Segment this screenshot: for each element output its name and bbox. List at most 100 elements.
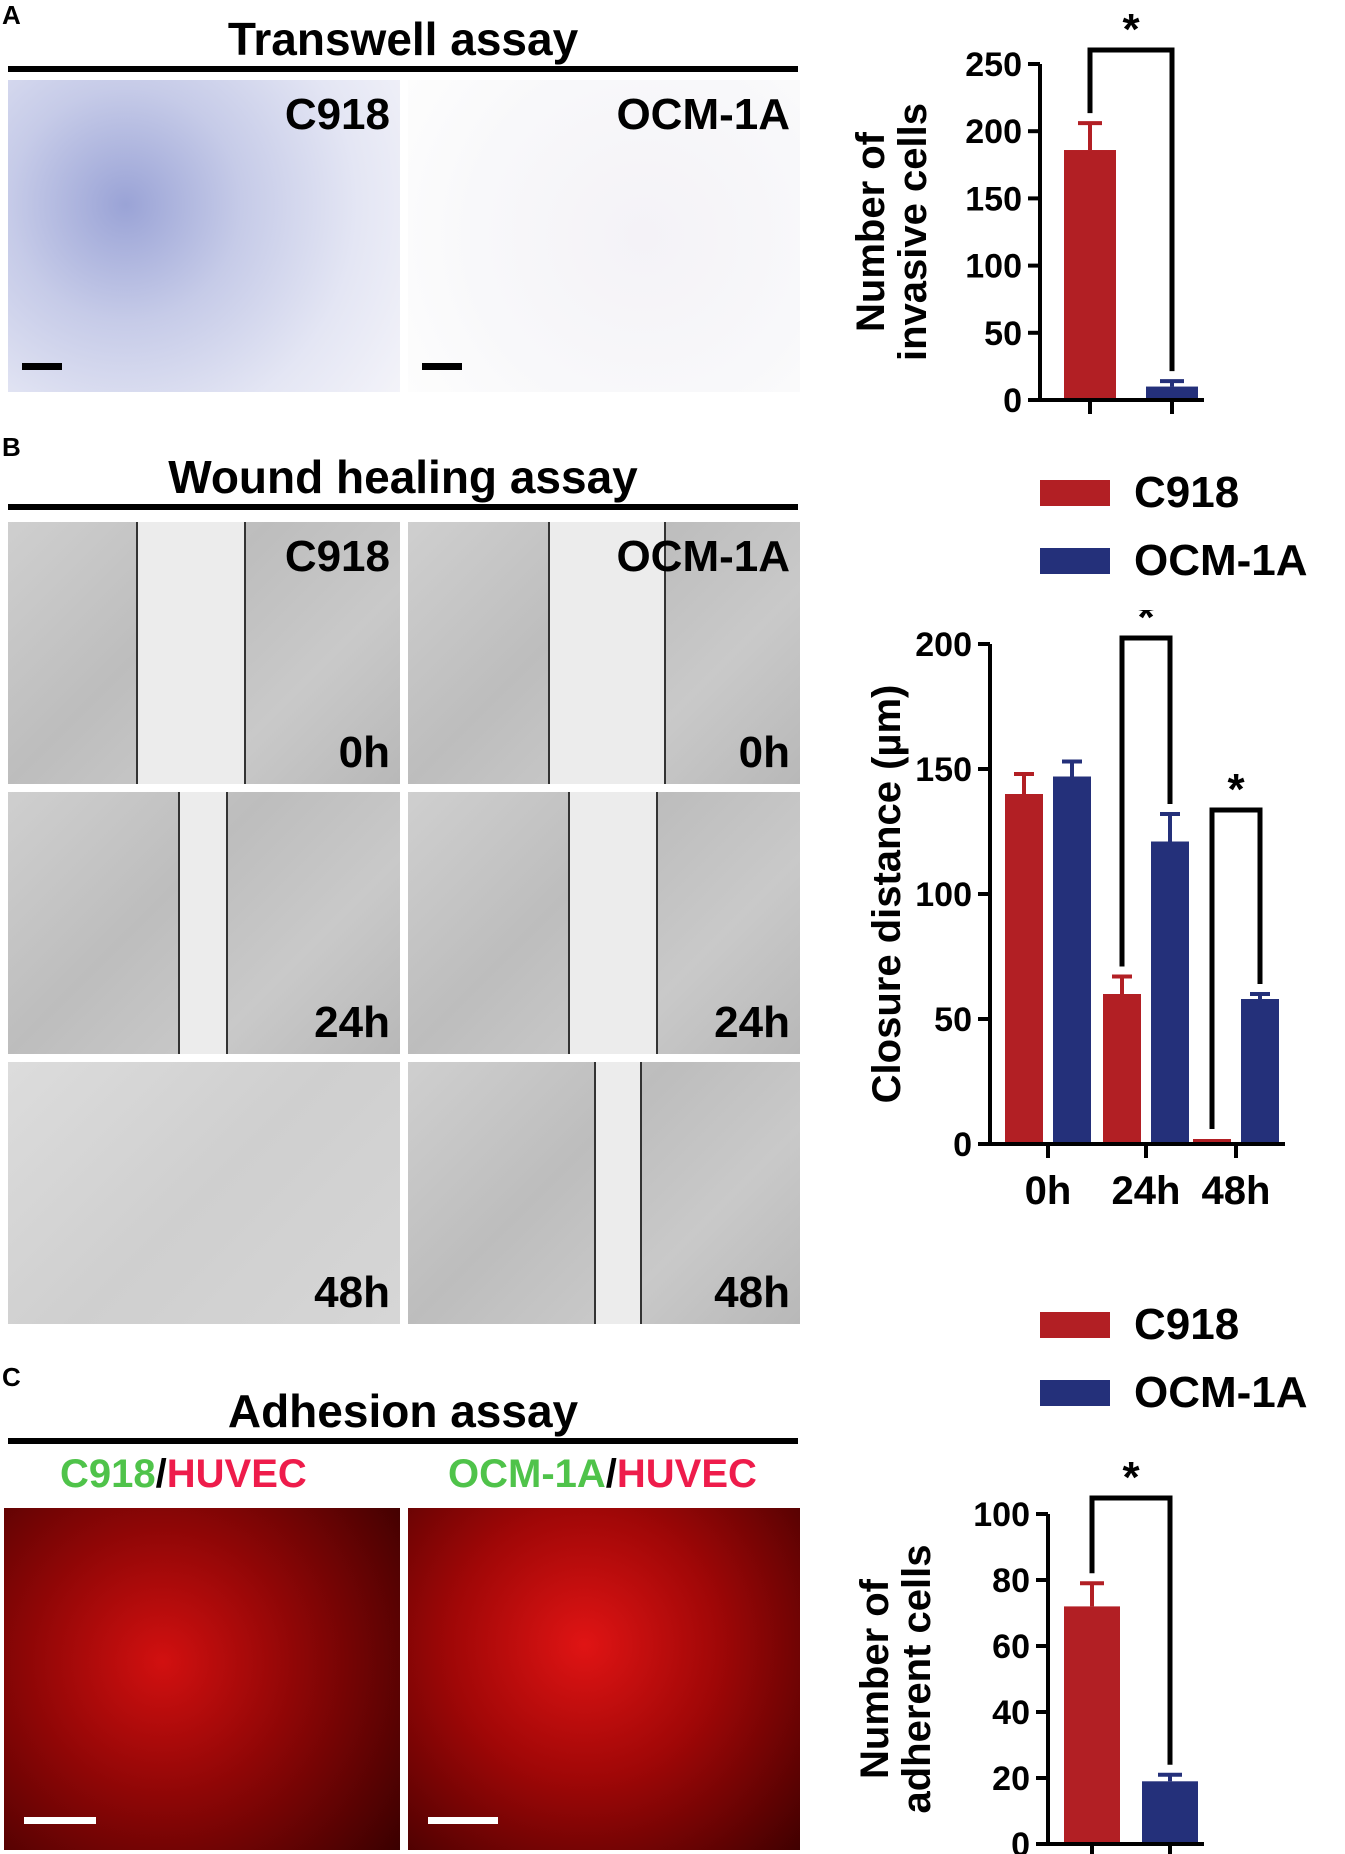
legend-c-ocm1a: OCM-1A bbox=[1040, 1368, 1308, 1418]
wound-time-label: 0h bbox=[338, 728, 390, 777]
wound-gap bbox=[568, 792, 658, 1054]
y-tick-label: 200 bbox=[965, 113, 1022, 151]
bar-c918-48h bbox=[1193, 1139, 1231, 1144]
y-tick-label: 0 bbox=[1003, 382, 1022, 420]
y-tick-label: 100 bbox=[915, 876, 972, 914]
bar-ocm-1a-0h bbox=[1053, 776, 1091, 1144]
bar-ocm-1a-24h bbox=[1151, 841, 1189, 1144]
y-tick-label: 50 bbox=[934, 1001, 972, 1039]
legend-b-ocm1a: OCM-1A bbox=[1040, 536, 1308, 586]
label-target: HUVEC bbox=[616, 1452, 757, 1496]
legend-swatch-ocm1a bbox=[1040, 548, 1110, 574]
panel-a-title-rule bbox=[8, 66, 798, 72]
significance-bracket bbox=[1209, 807, 1263, 1129]
y-tick-label: 0 bbox=[953, 1126, 972, 1164]
scale-bar bbox=[24, 1817, 96, 1824]
bar-c918-24h bbox=[1103, 994, 1141, 1144]
legend-label: OCM-1A bbox=[1134, 1368, 1308, 1417]
adhesion-image-ocm1a bbox=[408, 1508, 800, 1850]
significance-star: * bbox=[1122, 5, 1140, 54]
y-axis-label-line: invasive cells bbox=[891, 103, 935, 361]
adhesion-label-c918: C918/HUVEC bbox=[60, 1452, 307, 1497]
y-tick-label: 150 bbox=[915, 751, 972, 789]
wound-time-label: 24h bbox=[714, 998, 790, 1047]
significance-bracket bbox=[1087, 47, 1175, 372]
wound-gap bbox=[548, 522, 666, 784]
legend-c-c918: C918 bbox=[1040, 1300, 1239, 1350]
panel-b-title: Wound healing assay bbox=[168, 451, 638, 503]
label-sep: / bbox=[155, 1452, 167, 1496]
wound-image-c918-48h: 48h bbox=[8, 1062, 400, 1324]
y-tick-label: 100 bbox=[973, 1496, 1030, 1534]
panel-letter-a: A bbox=[2, 0, 21, 30]
adhesion-label-ocm1a: OCM-1A/HUVEC bbox=[448, 1452, 757, 1497]
wound-image-ocm1a-0h: OCM-1A 0h bbox=[408, 522, 800, 784]
wound-image-c918-24h: 24h bbox=[8, 792, 400, 1054]
x-tick-label: 48h bbox=[1202, 1169, 1271, 1213]
y-tick-label: 80 bbox=[992, 1562, 1030, 1600]
y-tick-label: 50 bbox=[984, 315, 1022, 353]
significance-bracket bbox=[1089, 1495, 1173, 1765]
y-tick-label: 250 bbox=[965, 46, 1022, 84]
panel-b-title-rule bbox=[8, 504, 798, 510]
bar-c918 bbox=[1064, 1606, 1120, 1844]
y-tick-label: 0 bbox=[1011, 1826, 1030, 1854]
legend-label: C918 bbox=[1134, 468, 1240, 517]
panel-letter-c: C bbox=[2, 1362, 21, 1392]
transwell-label-ocm1a: OCM-1A bbox=[616, 90, 790, 139]
panel-a-title: Transwell assay bbox=[227, 13, 579, 65]
y-tick-label: 20 bbox=[992, 1760, 1030, 1798]
y-tick-label: 100 bbox=[965, 248, 1022, 286]
chart-a: 0 50 100 150 200 250 Number ofinvasive cells * bbox=[849, 5, 1204, 420]
y-tick-label: 200 bbox=[915, 626, 972, 664]
transwell-label-c918: C918 bbox=[284, 90, 390, 139]
x-tick-label: 24h bbox=[1112, 1169, 1181, 1213]
label-cell: C918 bbox=[60, 1452, 156, 1496]
legend-b-c918: C918 bbox=[1040, 468, 1239, 518]
y-tick-label: 40 bbox=[992, 1694, 1030, 1732]
label-sep: / bbox=[605, 1452, 617, 1496]
panel-c-title: Adhesion assay bbox=[227, 1385, 579, 1437]
label-cell: OCM-1A bbox=[448, 1452, 606, 1496]
y-axis-label: Number ofadherent cells bbox=[853, 1544, 939, 1813]
y-axis-label: Number ofinvasive cells bbox=[849, 103, 935, 361]
bar-ocm-1a-48h bbox=[1241, 999, 1279, 1144]
significance-star: * bbox=[1137, 610, 1155, 642]
wound-label-c918: C918 bbox=[284, 532, 390, 581]
wound-time-label: 48h bbox=[314, 1268, 390, 1317]
y-tick-label: 60 bbox=[992, 1628, 1030, 1666]
adhesion-image-c918 bbox=[4, 1508, 400, 1850]
scale-bar bbox=[22, 363, 62, 370]
wound-time-label: 24h bbox=[314, 998, 390, 1047]
wound-image-c918-0h: C918 0h bbox=[8, 522, 400, 784]
y-axis-label: Closure distance (µm) bbox=[865, 685, 909, 1104]
bar-ocm-1a bbox=[1146, 386, 1198, 400]
y-axis-label-line: Number of bbox=[853, 1578, 897, 1779]
wound-gap bbox=[178, 792, 228, 1054]
legend-swatch-c918 bbox=[1040, 1312, 1110, 1338]
wound-image-ocm1a-48h: 48h bbox=[408, 1062, 800, 1324]
wound-image-ocm1a-24h: 24h bbox=[408, 792, 800, 1054]
panel-c-title-rule bbox=[8, 1438, 798, 1444]
label-target: HUVEC bbox=[166, 1452, 307, 1496]
significance-bracket bbox=[1119, 635, 1173, 967]
wound-time-label: 0h bbox=[738, 728, 790, 777]
y-tick-label: 150 bbox=[965, 180, 1022, 218]
panel-letter-b: B bbox=[2, 432, 21, 462]
transwell-image-ocm1a: OCM-1A bbox=[408, 80, 800, 392]
legend-swatch-c918 bbox=[1040, 480, 1110, 506]
legend-swatch-ocm1a bbox=[1040, 1380, 1110, 1406]
legend-label: C918 bbox=[1134, 1300, 1240, 1349]
bar-ocm-1a bbox=[1142, 1781, 1198, 1844]
legend-label: OCM-1A bbox=[1134, 536, 1308, 585]
transwell-image-c918: C918 bbox=[8, 80, 400, 392]
y-axis-label-line: Number of bbox=[849, 131, 893, 332]
bar-c918-0h bbox=[1005, 794, 1043, 1144]
wound-label-ocm1a: OCM-1A bbox=[616, 532, 790, 581]
scale-bar bbox=[422, 363, 462, 370]
wound-gap bbox=[594, 1062, 642, 1324]
scale-bar bbox=[428, 1817, 498, 1824]
x-tick-label: 0h bbox=[1025, 1169, 1072, 1213]
wound-gap bbox=[136, 522, 246, 784]
